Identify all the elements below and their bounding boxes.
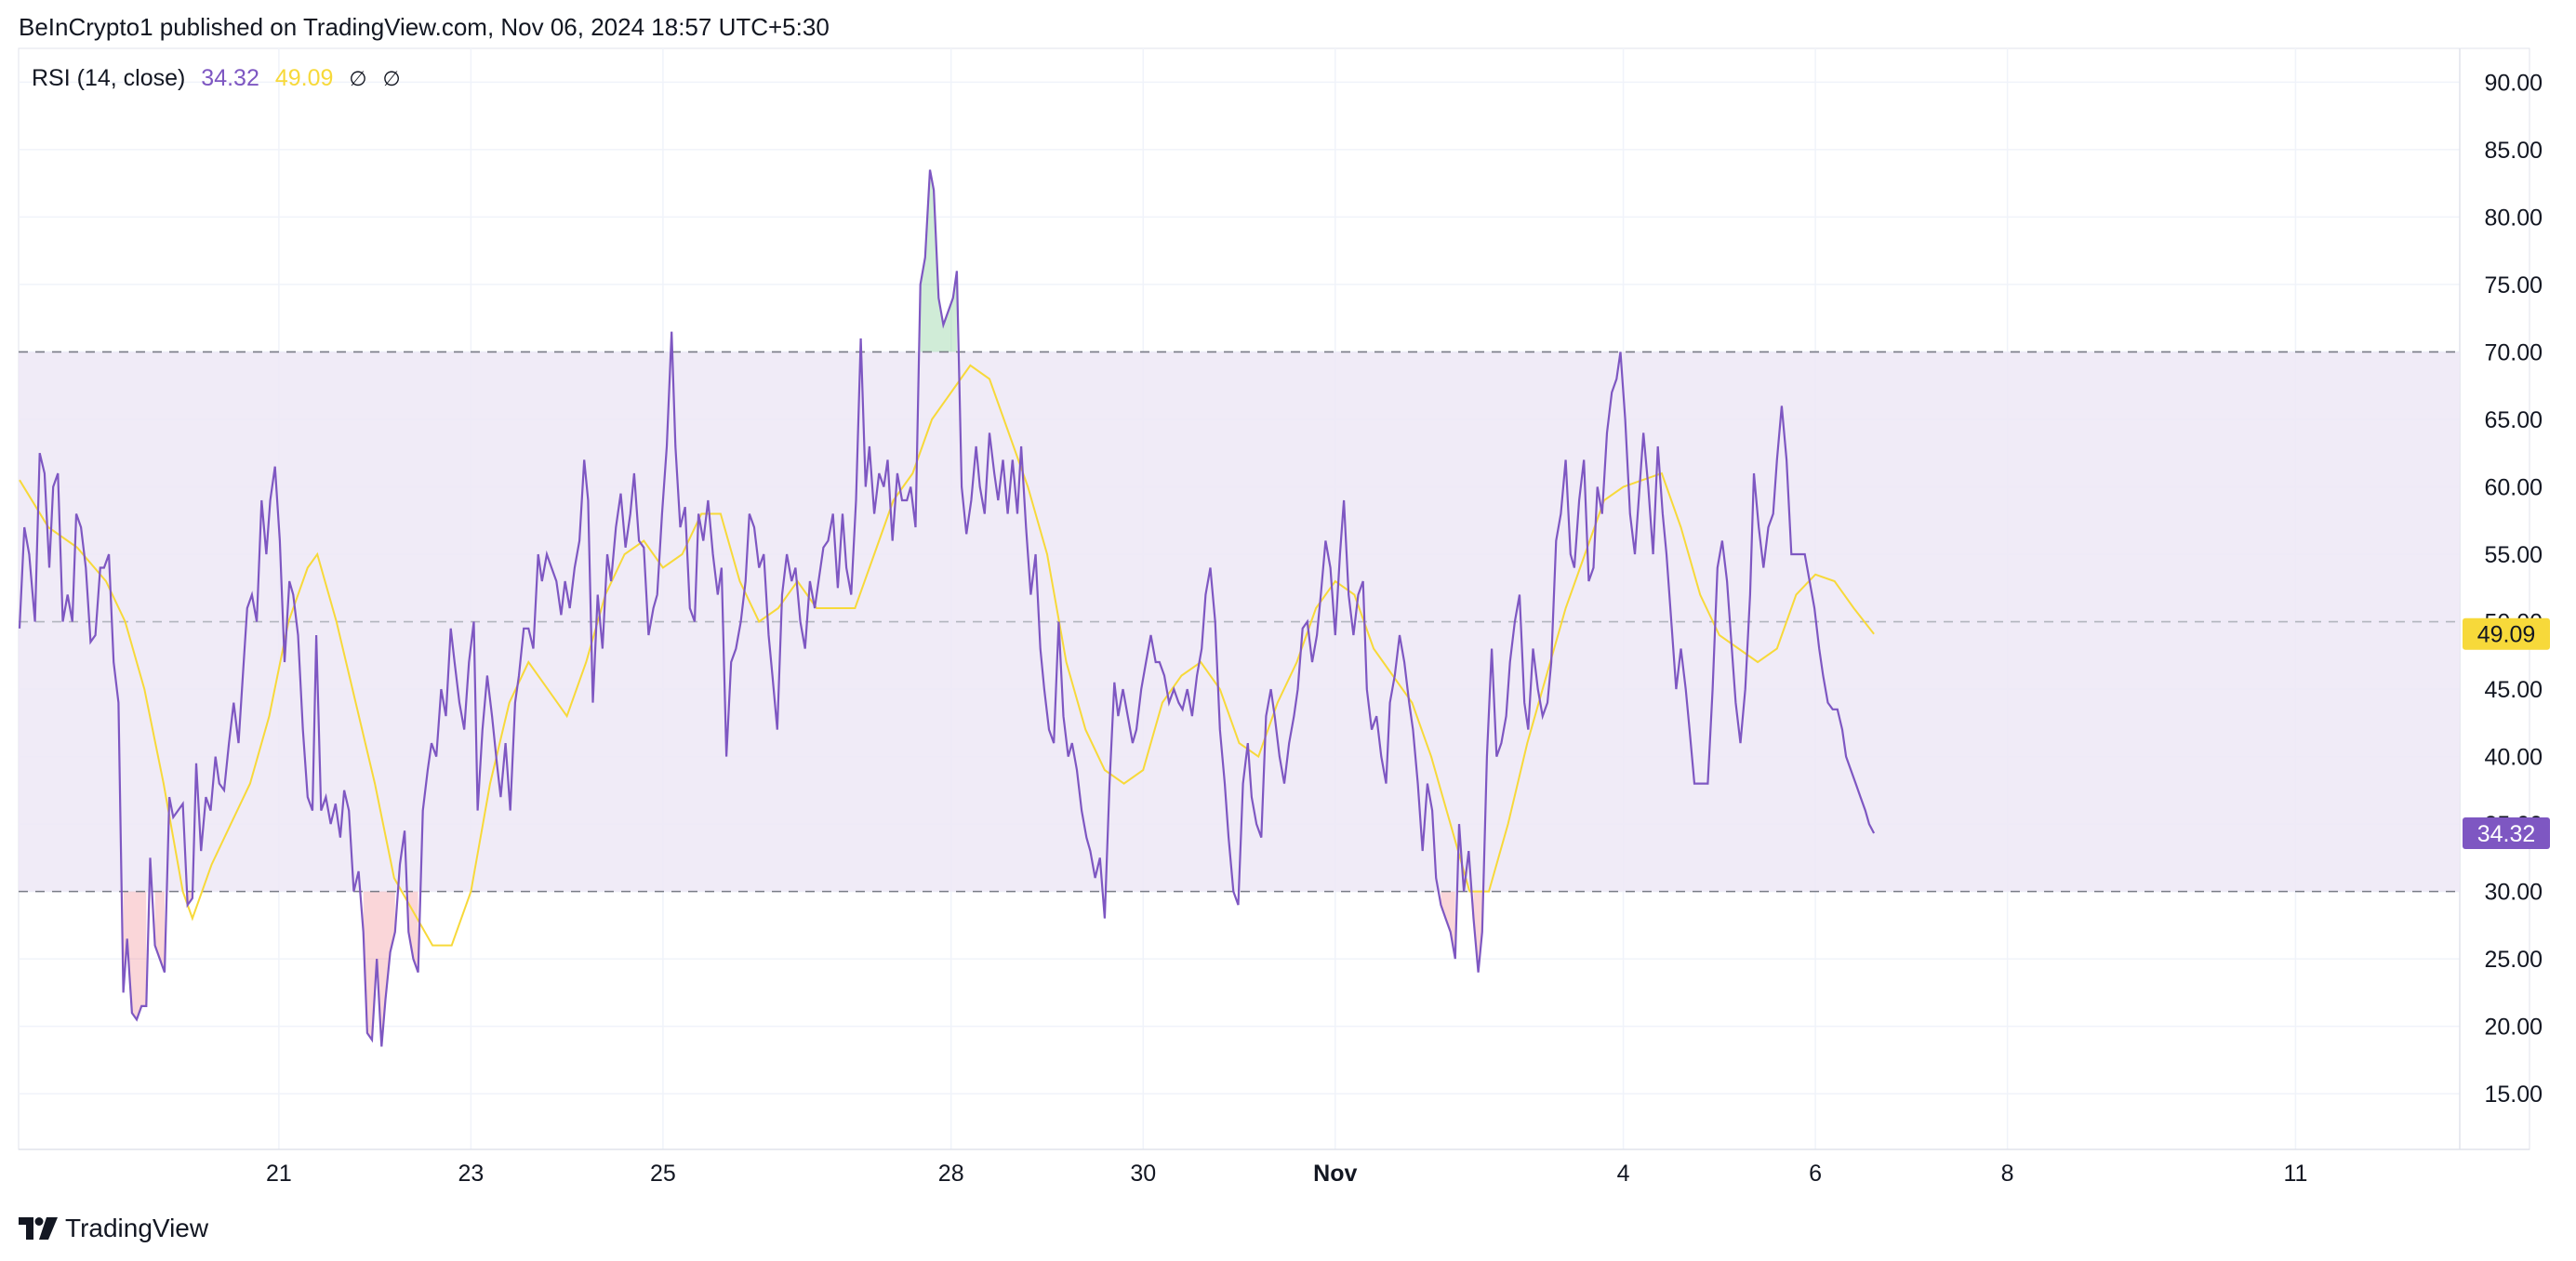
indicator-legend[interactable]: RSI (14, close) 34.32 49.09 ∅ ∅ <box>32 65 410 92</box>
rsi-band <box>19 352 2460 892</box>
x-axis: 21 23 25 28 30 Nov 4 6 8 11 <box>266 1161 2307 1187</box>
publish-info: BeInCrypto1 published on TradingView.com… <box>19 13 830 41</box>
band-lines <box>19 351 2460 893</box>
legend-ma-value: 49.09 <box>274 65 334 91</box>
indicator-name[interactable]: RSI (14, close) <box>32 65 186 91</box>
overbought-fill <box>920 169 957 352</box>
x-tick-label: 30 <box>1130 1161 1156 1187</box>
y-tick-label: 65.00 <box>2484 407 2543 433</box>
x-tick-label: 8 <box>2001 1161 2014 1187</box>
legend-rsi-value: 34.32 <box>201 65 259 91</box>
legend-na-1: ∅ <box>349 67 367 90</box>
y-axis: 90.00 85.00 80.00 75.00 70.00 65.00 60.00 55.00… <box>2484 70 2543 1108</box>
ma-value-badge: 49.09 <box>2477 622 2536 648</box>
rsi-value-badge-bg <box>2463 816 2550 849</box>
y-tick-label: 20.00 <box>2484 1015 2543 1041</box>
oversold-fill <box>123 891 147 1020</box>
x-tick-label: 11 <box>2283 1161 2307 1187</box>
x-tick-label: Nov <box>1313 1161 1357 1187</box>
y-tick-label: 40.00 <box>2484 745 2543 771</box>
price-badges: 49.09 34.32 <box>2463 617 2550 849</box>
rsi-value-badge: 34.32 <box>2477 821 2536 847</box>
series-line-ma <box>19 364 1875 947</box>
extreme-fills <box>123 169 1482 1047</box>
y-tick-label: 60.00 <box>2484 474 2543 500</box>
x-tick-label: 6 <box>1809 1161 1822 1187</box>
tradingview-logo-icon <box>19 1217 58 1240</box>
brand-name: TradingView <box>65 1214 209 1242</box>
y-tick-label: 70.00 <box>2484 339 2543 365</box>
tradingview-logo[interactable]: TradingView <box>19 1214 208 1243</box>
y-tick-label: 55.00 <box>2484 542 2543 568</box>
y-tick-label: 15.00 <box>2484 1082 2543 1108</box>
x-tick-label: 23 <box>458 1161 484 1187</box>
y-tick-label: 85.00 <box>2484 138 2543 164</box>
x-tick-label: 28 <box>938 1161 964 1187</box>
y-tick-label: 90.00 <box>2484 70 2543 96</box>
y-tick-label: 45.00 <box>2484 677 2543 703</box>
y-tick-label: 25.00 <box>2484 947 2543 973</box>
y-tick-label: 30.00 <box>2484 880 2543 906</box>
series-line-rsi <box>18 169 1876 1047</box>
y-tick-label: 80.00 <box>2484 205 2543 231</box>
legend-na-2: ∅ <box>382 67 401 90</box>
ma-value-badge-bg <box>2463 617 2550 650</box>
y-tick-label: 75.00 <box>2484 272 2543 299</box>
x-tick-label: 25 <box>650 1161 676 1187</box>
x-tick-label: 21 <box>266 1161 292 1187</box>
x-tick-label: 4 <box>1617 1161 1630 1187</box>
oversold-fill <box>363 891 395 1047</box>
oversold-fill <box>408 891 418 973</box>
